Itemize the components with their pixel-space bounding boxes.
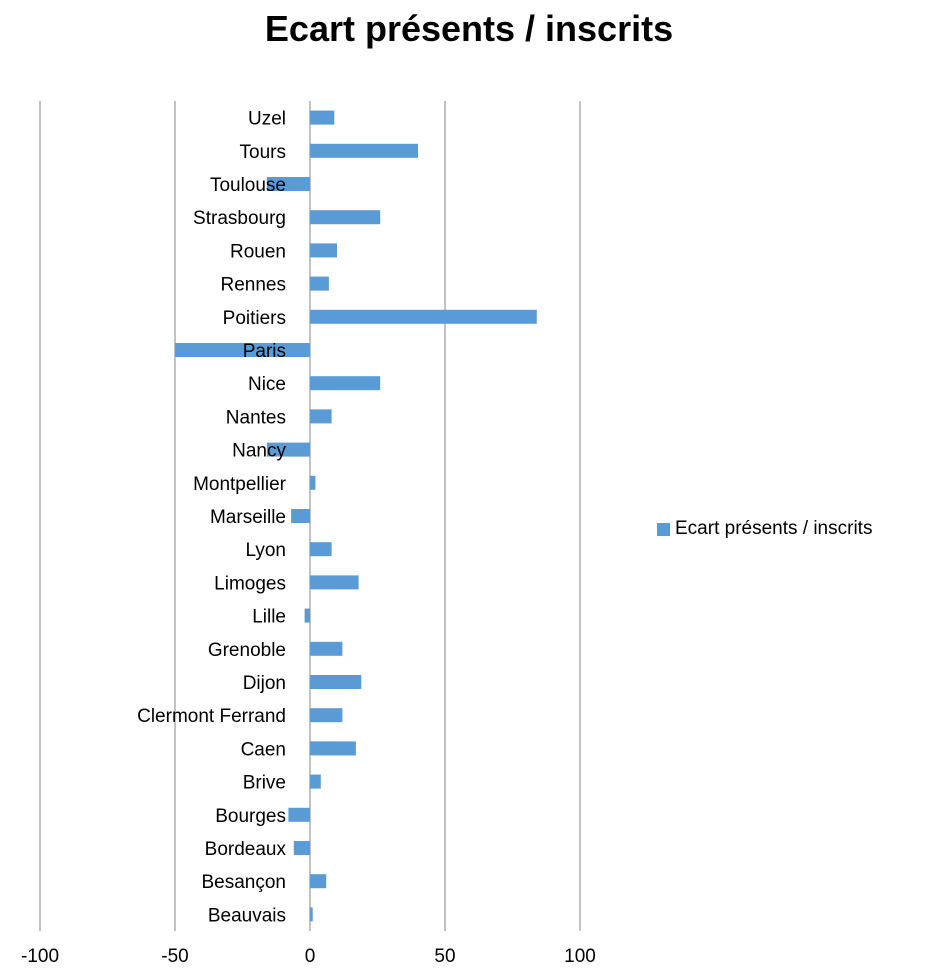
category-label: Nancy: [232, 441, 286, 462]
bar-caen: [310, 741, 356, 756]
bar-strasbourg: [310, 210, 381, 225]
category-label: Lyon: [246, 540, 287, 561]
bar-lyon: [310, 542, 332, 557]
category-label: Grenoble: [208, 640, 286, 661]
category-label: Rennes: [221, 275, 287, 296]
bar-uzel: [310, 110, 335, 125]
x-tick-label: -50: [161, 946, 188, 967]
bar-clermont-ferrand: [310, 708, 343, 723]
bar-poitiers: [310, 309, 537, 324]
x-tick-label: -100: [21, 946, 59, 967]
category-label: Nantes: [226, 407, 286, 428]
bar-nice: [310, 376, 381, 391]
bar-lille: [304, 608, 310, 623]
bar-brive: [310, 774, 321, 789]
bar-nantes: [310, 409, 332, 424]
bar-besan-on: [310, 874, 327, 889]
category-label: Uzel: [248, 109, 286, 130]
category-label: Nice: [248, 374, 286, 395]
category-label: Montpellier: [193, 474, 287, 495]
category-label: Beauvais: [208, 905, 286, 926]
legend-label: Ecart présents / inscrits: [675, 518, 873, 539]
bar-beauvais: [310, 907, 313, 922]
category-label: Caen: [241, 739, 286, 760]
bar-bordeaux: [293, 841, 310, 855]
bar-bourges: [288, 807, 310, 822]
bar-paris: [175, 343, 310, 357]
x-axis-tick-labels: -100 -50 0 50 100: [21, 946, 596, 967]
category-label: Besançon: [201, 872, 286, 893]
bar-rouen: [310, 243, 337, 258]
category-label: Strasbourg: [193, 208, 286, 229]
category-label: Clermont Ferrand: [137, 706, 286, 727]
bar-marseille: [291, 509, 310, 523]
bar-nancy: [266, 442, 310, 457]
bar-rennes: [310, 276, 329, 291]
category-label: Poitiers: [223, 308, 286, 329]
x-tick-label: 0: [305, 946, 316, 967]
category-label: Rouen: [230, 241, 286, 262]
category-label: Bordeaux: [205, 839, 287, 860]
bars-layer: [175, 110, 537, 922]
bar-limoges: [310, 575, 359, 590]
legend: Ecart présents / inscrits: [657, 518, 872, 540]
category-label: Tours: [240, 142, 286, 163]
category-label: Bourges: [215, 806, 286, 827]
category-label: Lille: [252, 607, 286, 628]
category-label: Paris: [243, 341, 286, 362]
chart-title: Ecart présents / inscrits: [264, 8, 674, 49]
bar-dijon: [310, 675, 362, 689]
category-label: Brive: [243, 773, 286, 794]
bar-montpellier: [310, 475, 316, 490]
category-label: Toulouse: [210, 175, 286, 196]
category-label: Limoges: [214, 573, 286, 594]
bar-grenoble: [310, 641, 343, 656]
x-tick-label: 50: [434, 946, 455, 967]
x-tick-label: 100: [564, 946, 596, 967]
category-label: Marseille: [210, 507, 286, 528]
category-labels: Uzel Tours Toulouse Strasbourg Rouen Rennes Po…: [137, 109, 287, 927]
legend-swatch: [657, 522, 670, 536]
bar-tours: [310, 143, 418, 158]
category-label: Dijon: [243, 673, 286, 694]
bar-toulouse: [266, 177, 310, 191]
